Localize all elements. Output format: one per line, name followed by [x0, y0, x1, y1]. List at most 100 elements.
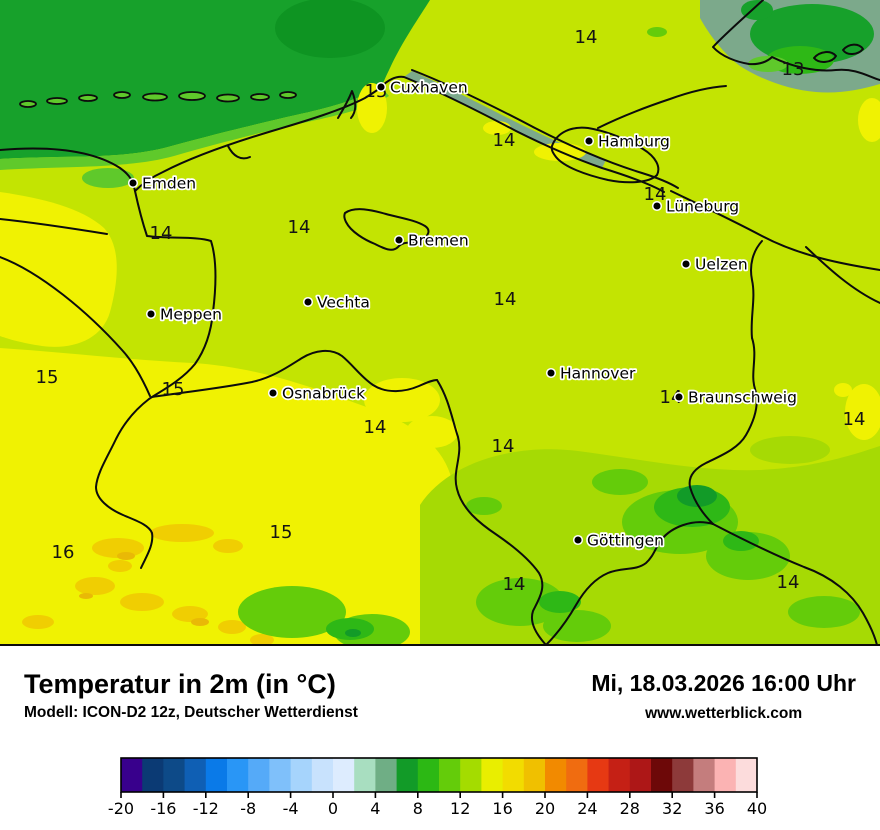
colorbar-segment — [460, 758, 482, 792]
city-dot — [545, 367, 557, 379]
colorbar-segment — [396, 758, 419, 792]
colorbar-tick-label: 40 — [747, 799, 767, 818]
colorbar-segment — [121, 758, 143, 792]
colorbar-tick-label: -8 — [240, 799, 256, 818]
city-dot — [375, 81, 387, 93]
temperature-label: 15 — [36, 367, 59, 388]
colorbar-segment — [545, 758, 567, 792]
colorbar-segment — [184, 758, 207, 792]
caption-right: Mi, 18.03.2026 16:00 Uhr www.wetterblick… — [591, 670, 856, 723]
colorbar-segment — [205, 758, 228, 792]
colorbar-segment — [375, 758, 398, 792]
valid-datetime: Mi, 18.03.2026 16:00 Uhr — [591, 670, 856, 696]
colorbar-tick-label: 32 — [662, 799, 682, 818]
city-marker-cuxhaven: Cuxhaven — [375, 77, 469, 98]
colorbar-segment — [248, 758, 270, 792]
colorbar-tick-label: -20 — [108, 799, 134, 818]
city-markers-layer: Cuxhaven Hamburg Emden Lüneburg Bremen Uelzen… — [127, 77, 799, 551]
colorbar-tick-label: -16 — [150, 799, 176, 818]
city-dot — [267, 387, 279, 399]
colorbar-segment — [608, 758, 631, 792]
map-title: Temperatur in 2m (in °C) — [24, 669, 336, 699]
colorbar-segment — [735, 758, 758, 792]
north-sea-region — [0, 0, 430, 188]
deep-gold-patches — [79, 552, 209, 626]
temperature-label: 14 — [494, 289, 517, 310]
city-marker-lneburg: Lüneburg — [651, 196, 741, 217]
colorbar-segment — [629, 758, 652, 792]
colorbar-tick-label: 12 — [450, 799, 470, 818]
colorbar-segment — [290, 758, 313, 792]
temperature-label: 16 — [52, 542, 75, 563]
colorbar-tick-label: 20 — [535, 799, 555, 818]
city-label: Braunschweig — [688, 389, 797, 407]
temperature-label: 14 — [150, 223, 173, 244]
colorbar-tick-label: 28 — [620, 799, 640, 818]
city-marker-vechta: Vechta — [302, 292, 372, 313]
city-marker-uelzen: Uelzen — [680, 254, 749, 275]
city-label: Lüneburg — [666, 198, 739, 216]
colorbar-tick-label: 24 — [577, 799, 597, 818]
temperature-label: 13 — [782, 59, 805, 80]
temperature-label: 14 — [644, 184, 667, 205]
city-marker-braunschweig: Braunschweig — [673, 387, 799, 408]
colorbar-segment — [417, 758, 440, 792]
colorbar-segment — [481, 758, 504, 792]
city-marker-bremen: Bremen — [393, 230, 470, 251]
city-label: Hamburg — [598, 133, 670, 151]
map-boundaries — [0, 0, 880, 646]
city-dot — [145, 308, 157, 320]
colorbar-segment — [311, 758, 334, 792]
city-marker-hannover: Hannover — [545, 363, 638, 384]
temperature-label: 14 — [503, 574, 526, 595]
colorbar-tick-label: -12 — [193, 799, 219, 818]
city-label: Cuxhaven — [390, 79, 468, 97]
city-marker-meppen: Meppen — [145, 304, 224, 325]
colorbar-tick-label: 16 — [492, 799, 512, 818]
temperature-label: 14 — [575, 27, 598, 48]
colorbar-segment — [439, 758, 461, 792]
colorbar-segment — [502, 758, 525, 792]
colorbar-segment — [523, 758, 546, 792]
temperature-label: 14 — [660, 387, 683, 408]
city-label: Hannover — [560, 365, 636, 383]
golden-warm-patches — [22, 524, 274, 646]
city-label: Uelzen — [695, 256, 748, 274]
caption-left: Temperatur in 2m (in °C) Modell: ICON-D2… — [24, 670, 358, 722]
temperature-label: 14 — [493, 130, 516, 151]
colorbar-tick-label: 4 — [370, 799, 380, 818]
colorbar-segment — [163, 758, 186, 792]
southeast-green-region — [238, 27, 880, 650]
temperature-label: 14 — [492, 436, 515, 457]
colorbar-segment — [587, 758, 610, 792]
city-label: Osnabrück — [282, 385, 365, 403]
city-dot — [572, 534, 584, 546]
wadden-islands — [19, 91, 297, 108]
temperature-label: 14 — [288, 217, 311, 238]
model-subtitle: Modell: ICON-D2 12z, Deutscher Wetterdie… — [24, 704, 358, 722]
colorbar-segment — [651, 758, 673, 792]
map-area: 15 14 13 14 14 14 14 14 15 15 14 14 14 14 15 16 14 14 Cux… — [0, 0, 880, 650]
colorbar-segment — [227, 758, 249, 792]
city-dot — [583, 135, 595, 147]
temperature-label: 14 — [777, 572, 800, 593]
colorbar-segment — [672, 758, 694, 792]
colorbar-segment — [566, 758, 588, 792]
city-dot — [393, 234, 405, 246]
colorbar-tick-label: -4 — [283, 799, 299, 818]
city-marker-osnabrck: Osnabrück — [267, 383, 367, 404]
website-credit: www.wetterblick.com — [645, 705, 803, 722]
city-label: Bremen — [408, 232, 469, 250]
colorbar-segment — [354, 758, 376, 792]
city-marker-emden: Emden — [127, 173, 198, 194]
temperature-label: 14 — [364, 417, 387, 438]
city-dot — [651, 200, 663, 212]
caption-bar: Temperatur in 2m (in °C) Modell: ICON-D2… — [0, 646, 880, 750]
colorbar-segment — [693, 758, 716, 792]
temperature-label: 15 — [162, 379, 185, 400]
city-label: Vechta — [317, 294, 370, 312]
temperature-colorbar: -20 -16 -12 -8 -4 0 4 8 12 16 20 24 28 32 36 40 — [108, 757, 767, 818]
legend-area: -20 -16 -12 -8 -4 0 4 8 12 16 20 24 28 32 36 40 — [0, 750, 880, 830]
